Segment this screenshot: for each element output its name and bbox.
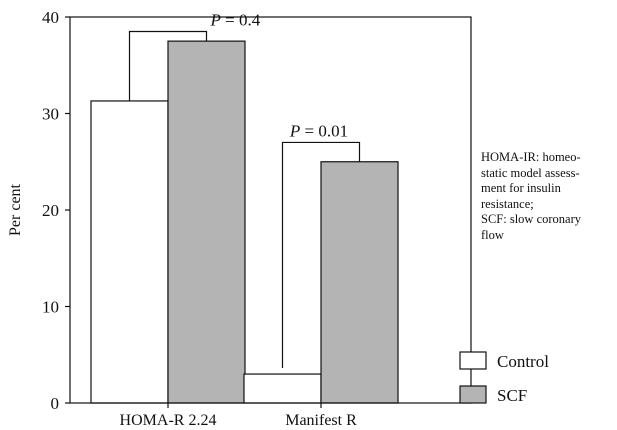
note-line: flow [481,227,504,242]
significance-bracket [128,30,208,101]
x-tick-label: HOMA-R 2.24 [120,412,217,429]
plot-area: P = 0.4 P = 0.01 [90,10,399,404]
y-axis-label: Per cent [7,183,24,236]
note-line: resistance; [481,196,534,211]
legend-swatch-scf [459,385,487,404]
y-tick-label: 10 [42,298,59,317]
legend-label-control: Control [497,352,549,371]
legend: Control SCF [459,351,549,405]
bar-control-2 [243,373,322,404]
p-value-label: P = 0.4 [210,10,261,29]
legend-label-scf: SCF [497,386,527,405]
p-value-label: P = 0.01 [289,121,348,140]
y-tick-label: 30 [42,105,59,124]
x-tick-label: Manifest R [285,412,357,429]
axes: 0 10 20 30 40 HOMA-R 2.24 Manifest R Per cent [7,8,472,429]
note-line: SCF: slow coronary [481,212,581,226]
bar-control-1 [90,100,169,404]
note-line: static model assess- [481,165,580,180]
note-line: ment for insulin [481,181,561,195]
legend-swatch-control [459,351,487,370]
y-tick-label: 20 [42,201,59,220]
bar-scf-1 [167,40,246,404]
note-line: HOMA-IR: homeo- [481,150,581,164]
y-tick-label: 0 [51,394,60,413]
bar-scf-2 [320,161,399,404]
significance-bracket [281,141,361,369]
y-tick-label: 40 [42,8,59,27]
chart-note: HOMA-IR: homeo- static model assess- men… [481,150,613,243]
